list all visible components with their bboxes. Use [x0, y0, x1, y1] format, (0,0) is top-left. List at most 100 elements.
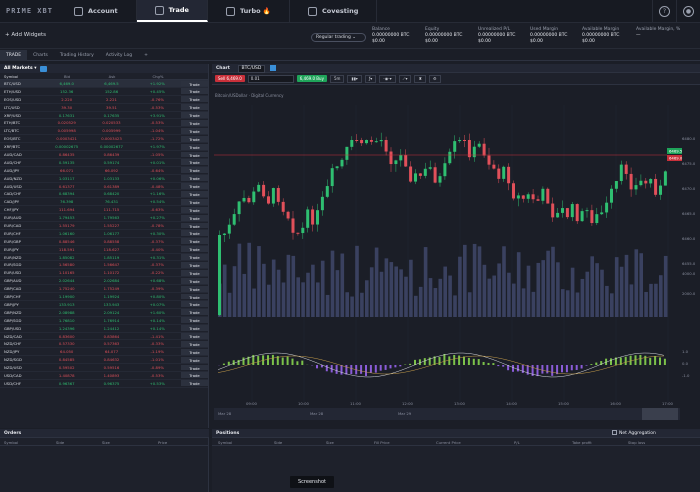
market-row[interactable]: CAD/CHF 0.68394 0.68420 +1.16% Trade	[0, 190, 209, 199]
trade-button[interactable]: Trade	[181, 246, 209, 252]
market-row[interactable]: EUR/GBP 0.88546 0.88558 -0.37% Trade	[0, 238, 209, 246]
market-row[interactable]: GBP/JPY 133.913 133.943 +0.07% Trade	[0, 301, 209, 309]
trade-button[interactable]: Trade	[181, 293, 209, 300]
settings-icon[interactable]: ⚙	[429, 74, 441, 83]
trade-button[interactable]: Trade	[181, 301, 209, 307]
help-button[interactable]: ?	[652, 0, 676, 22]
nav-account[interactable]: Account	[56, 0, 137, 22]
logo[interactable]: PRIME XBT	[6, 7, 53, 15]
market-row[interactable]: ETH/BTC 0.020529 0.020533 -0.53% Trade	[0, 119, 209, 128]
navigator-handle[interactable]	[642, 408, 678, 420]
orders-col-price[interactable]: Price	[158, 440, 168, 445]
positions-col-symbol[interactable]: Symbol	[218, 440, 233, 445]
trade-button[interactable]: Trade	[181, 356, 209, 363]
positions-col-current-price[interactable]: Current Price	[436, 440, 461, 445]
market-row[interactable]: EUR/CHF 1.06160 1.06177 +0.30% Trade	[0, 230, 209, 238]
nav-covesting[interactable]: Covesting	[290, 0, 378, 22]
trade-button[interactable]: Trade	[181, 80, 209, 87]
market-row[interactable]: EUR/SGD 1.56580 1.56647 -0.37% Trade	[0, 261, 209, 270]
quantity-input[interactable]: 0.01	[247, 74, 294, 83]
nav-trade[interactable]: Trade	[136, 0, 208, 22]
add-tab-button[interactable]: +	[144, 52, 148, 58]
trade-button[interactable]: Trade	[181, 372, 209, 378]
price-chart[interactable]: Bitcoin/USDollar · Digital Currency 6469…	[212, 85, 700, 428]
market-row[interactable]: ETH/USD 152.36 152.86 +0.45% Trade	[0, 88, 209, 96]
market-row[interactable]: GBP/USD 1.24396 1.24412 +0.14% Trade	[0, 325, 209, 333]
account-type-select[interactable]: Regular trading ⌄	[311, 33, 366, 42]
positions-col-pl[interactable]: P/L	[514, 440, 520, 445]
sell-button[interactable]: Sell 6,469.0	[215, 75, 245, 82]
trade-button[interactable]: Trade	[181, 119, 209, 126]
trade-button[interactable]: Trade	[181, 159, 209, 165]
market-row[interactable]: XRP/BTC 0.00002675 0.00002677 +1.97% Trade	[0, 143, 209, 152]
checkbox-icon[interactable]	[612, 430, 617, 435]
market-row[interactable]: EUR/CAD 1.55179 1.55227 -0.78% Trade	[0, 222, 209, 230]
trade-button[interactable]: Trade	[181, 167, 209, 173]
positions-col-size[interactable]: Size	[326, 440, 334, 445]
trade-button[interactable]: Trade	[181, 112, 209, 118]
trade-button[interactable]: Trade	[181, 96, 209, 102]
trade-button[interactable]: Trade	[181, 380, 209, 386]
market-row[interactable]: NZD/CAD 0.83600 0.83864 -1.41% Trade	[0, 333, 209, 341]
col-change[interactable]: Chg%	[152, 74, 164, 79]
trade-button[interactable]: Trade	[181, 151, 209, 158]
trade-button[interactable]: Trade	[181, 238, 209, 244]
market-row[interactable]: EUR/NZD 1.85082 1.85119 +0.31% Trade	[0, 254, 209, 262]
market-row[interactable]: LTC/BTC 0.005998 0.005999 -1.04% Trade	[0, 127, 209, 136]
brush-icon[interactable]: ♜	[414, 74, 427, 83]
markets-filter-select[interactable]: All Markets ▾	[4, 66, 37, 71]
positions-col-stop-loss[interactable]: Stop loss	[628, 440, 646, 445]
market-row[interactable]: LTC/USD 39.30 39.51 -0.53% Trade	[0, 104, 209, 112]
navigator[interactable]	[214, 408, 680, 420]
trade-button[interactable]: Trade	[181, 309, 209, 315]
trade-button[interactable]: Trade	[181, 277, 209, 284]
trade-button[interactable]: Trade	[181, 317, 209, 323]
trade-button[interactable]: Trade	[181, 104, 209, 110]
orders-col-symbol[interactable]: Symbol	[4, 440, 19, 445]
trade-button[interactable]: Trade	[181, 127, 209, 134]
market-row[interactable]: CAD/JPY 76.398 76.431 +0.54% Trade	[0, 198, 209, 207]
market-row[interactable]: CHF/JPY 111.694 111.715 -0.63% Trade	[0, 206, 209, 215]
symbol-input[interactable]: BTC/USD	[237, 65, 266, 73]
market-row[interactable]: BTC/USD 6,469.0 6,469.5 +1.92% Trade	[0, 80, 209, 88]
trade-button[interactable]: Trade	[181, 143, 209, 150]
market-row[interactable]: NZD/JPY 64.050 64.077 -1.19% Trade	[0, 348, 209, 357]
trade-button[interactable]: Trade	[181, 254, 209, 260]
market-row[interactable]: USD/CAD 1.40878 1.40893 -0.53% Trade	[0, 372, 209, 380]
market-row[interactable]: GBP/CHF 1.19900 1.19924 +0.80% Trade	[0, 293, 209, 301]
positions-col-side[interactable]: Side	[274, 440, 283, 445]
tab-trading-history[interactable]: Trading History	[59, 52, 94, 58]
orders-col-size[interactable]: Size	[102, 440, 110, 445]
nav-turbo[interactable]: Turbo 🔥	[208, 0, 290, 22]
trade-button[interactable]: Trade	[181, 285, 209, 292]
market-row[interactable]: EOS/USD 2.220 2.221 -0.76% Trade	[0, 96, 209, 104]
market-row[interactable]: AUD/USD 0.61377 0.61389 -0.48% Trade	[0, 183, 209, 191]
buy-button[interactable]: 6,469.0 Buy	[296, 75, 327, 82]
market-row[interactable]: EOS/BTC 0.0003421 0.0003423 -1.72% Trade	[0, 135, 209, 144]
orders-col-side[interactable]: Side	[56, 440, 65, 445]
trade-button[interactable]: Trade	[181, 261, 209, 268]
tab-charts[interactable]: Charts	[33, 52, 48, 58]
crosshair-icon[interactable]: -◉-▾	[379, 74, 396, 83]
trade-button[interactable]: Trade	[181, 135, 209, 142]
trade-button[interactable]: Trade	[181, 269, 209, 276]
net-aggregation-toggle[interactable]: Net Aggregation	[612, 429, 656, 438]
indicators-icon[interactable]: ƒ▾	[364, 74, 377, 83]
trade-button[interactable]: Trade	[181, 222, 209, 229]
market-row[interactable]: EUR/AUD 1.79453 1.79563 +0.27% Trade	[0, 214, 209, 223]
trade-button[interactable]: Trade	[181, 190, 209, 197]
profile-button[interactable]: ●	[676, 0, 700, 22]
trade-button[interactable]: Trade	[181, 214, 209, 221]
interval-select[interactable]: 5m	[329, 74, 345, 83]
positions-col-fill-price[interactable]: Fill Price	[374, 440, 390, 445]
market-row[interactable]: AUD/CAD 0.86435 0.86439 -1.05% Trade	[0, 151, 209, 159]
market-row[interactable]: EUR/USD 1.10165 1.10172 -0.22% Trade	[0, 269, 209, 278]
positions-col-take-profit[interactable]: Take profit	[572, 440, 592, 445]
market-row[interactable]: NZD/SGD 0.84585 0.84632 -1.01% Trade	[0, 356, 209, 365]
trade-button[interactable]: Trade	[181, 325, 209, 331]
market-row[interactable]: AUD/JPY 66.071 66.092 -0.64% Trade	[0, 167, 209, 175]
market-row[interactable]: NZD/USD 0.59502 0.59516 -0.89% Trade	[0, 364, 209, 372]
trade-button[interactable]: Trade	[181, 348, 209, 355]
market-row[interactable]: EUR/JPY 118.591 118.627 -0.40% Trade	[0, 246, 209, 254]
trade-button[interactable]: Trade	[181, 333, 209, 339]
